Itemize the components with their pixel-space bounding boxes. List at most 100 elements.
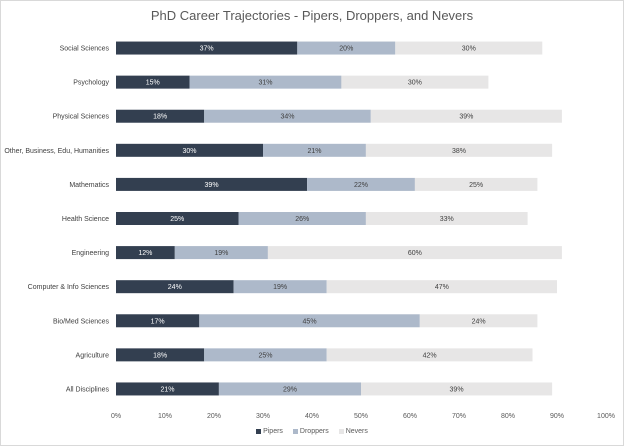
- data-label: 34%: [280, 114, 294, 121]
- category-label: All Disciplines: [66, 386, 110, 393]
- x-tick-label: 60%: [403, 413, 417, 420]
- data-label: 30%: [408, 80, 422, 87]
- bar-segment-droppers: [174, 246, 268, 260]
- x-tick-label: 10%: [158, 413, 172, 420]
- data-label: 18%: [153, 352, 167, 359]
- legend-swatch: [256, 429, 262, 434]
- bar-segment-pipers: [116, 246, 175, 260]
- data-label: 12%: [138, 250, 152, 257]
- bar-segment-pipers: [116, 382, 219, 396]
- data-label: 45%: [303, 318, 317, 325]
- bar-segment-pipers: [116, 75, 190, 89]
- bar-segment-droppers: [238, 212, 366, 225]
- bar-segment-nevers: [365, 212, 528, 225]
- x-tick-label: 20%: [207, 413, 221, 420]
- data-label: 30%: [462, 46, 476, 53]
- data-label: 21%: [307, 148, 321, 155]
- legend-swatch: [292, 429, 298, 434]
- category-label: Computer & Info Sciences: [28, 284, 110, 291]
- category-label: Mathematics: [69, 182, 109, 189]
- legend-item-nevers: Nevers: [338, 428, 368, 435]
- data-label: 19%: [214, 250, 228, 257]
- bar-segment-pipers: [116, 109, 205, 123]
- data-label: 30%: [182, 148, 196, 155]
- category-label: Bio/Med Sciences: [53, 318, 110, 325]
- data-label: 31%: [258, 80, 272, 87]
- bar-segment-droppers: [307, 177, 415, 191]
- category-label: Social Sciences: [60, 46, 110, 53]
- data-label: 47%: [435, 284, 449, 291]
- bar-segment-droppers: [218, 382, 361, 396]
- data-label: 33%: [440, 216, 454, 223]
- bar-segment-pipers: [116, 41, 298, 55]
- bar-segment-nevers: [419, 314, 538, 328]
- data-label: 18%: [153, 114, 167, 121]
- legend-label: Droppers: [299, 428, 329, 435]
- x-tick-label: 0%: [111, 413, 121, 420]
- bar-segment-pipers: [116, 143, 263, 157]
- bar-segment-droppers: [204, 109, 371, 123]
- bar-segment-nevers: [361, 382, 553, 396]
- category-label: Engineering: [72, 250, 109, 257]
- chart-legend: Pipers Droppers Nevers: [0, 428, 624, 435]
- category-label: Psychology: [73, 80, 109, 87]
- bar-segment-droppers: [297, 41, 396, 55]
- legend-item-pipers: Pipers: [256, 428, 283, 435]
- legend-item-droppers: Droppers: [292, 428, 329, 435]
- x-tick-label: 30%: [256, 413, 270, 420]
- x-tick-label: 90%: [550, 413, 564, 420]
- bar-segment-pipers: [116, 348, 205, 362]
- bar-segment-nevers: [395, 41, 543, 55]
- data-label: 22%: [354, 182, 368, 189]
- data-label: 24%: [472, 318, 486, 325]
- data-label: 15%: [146, 80, 160, 87]
- data-label: 39%: [205, 182, 219, 189]
- category-label: Other, Business, Edu, Humanities: [4, 148, 109, 155]
- data-label: 17%: [151, 318, 165, 325]
- data-label: 25%: [469, 182, 483, 189]
- x-tick-label: 50%: [354, 413, 368, 420]
- bar-segment-pipers: [116, 177, 308, 191]
- bar-segment-droppers: [233, 280, 327, 294]
- bar-segment-nevers: [365, 143, 553, 157]
- bar-segment-droppers: [199, 314, 420, 328]
- data-label: 37%: [200, 46, 214, 53]
- data-label: 19%: [273, 284, 287, 291]
- bar-segment-droppers: [263, 143, 366, 157]
- bar-segment-droppers: [189, 75, 342, 89]
- bar-segment-nevers: [370, 109, 562, 123]
- data-label: 39%: [450, 386, 464, 393]
- data-label: 25%: [258, 352, 272, 359]
- x-tick-label: 80%: [501, 413, 515, 420]
- data-label: 25%: [170, 216, 184, 223]
- category-label: Agriculture: [76, 352, 110, 359]
- bar-segment-nevers: [341, 75, 489, 89]
- category-label: Health Science: [62, 216, 109, 223]
- data-label: 39%: [459, 114, 473, 121]
- bar-segment-droppers: [204, 348, 327, 362]
- data-label: 29%: [283, 386, 297, 393]
- bar-segment-nevers: [326, 280, 557, 294]
- data-label: 24%: [168, 284, 182, 291]
- x-tick-label: 100%: [597, 413, 615, 420]
- x-tick-label: 40%: [305, 413, 319, 420]
- bar-segment-nevers: [267, 246, 562, 260]
- chart-title: PhD Career Trajectories - Pipers, Droppe…: [150, 8, 474, 23]
- data-label: 26%: [295, 216, 309, 223]
- x-tick-label: 70%: [452, 413, 466, 420]
- data-label: 38%: [452, 148, 466, 155]
- bar-segment-nevers: [326, 348, 533, 362]
- legend-label: Nevers: [345, 428, 368, 435]
- data-label: 42%: [423, 352, 437, 359]
- data-label: 60%: [408, 250, 422, 257]
- data-label: 21%: [160, 386, 174, 393]
- legend-label: Pipers: [263, 428, 283, 435]
- bar-segment-nevers: [414, 177, 538, 191]
- data-label: 20%: [339, 46, 353, 53]
- legend-swatch: [338, 429, 344, 434]
- bar-segment-pipers: [116, 280, 234, 294]
- bar-segment-pipers: [116, 212, 239, 225]
- bar-segment-pipers: [116, 314, 200, 328]
- category-label: Physical Sciences: [53, 114, 110, 121]
